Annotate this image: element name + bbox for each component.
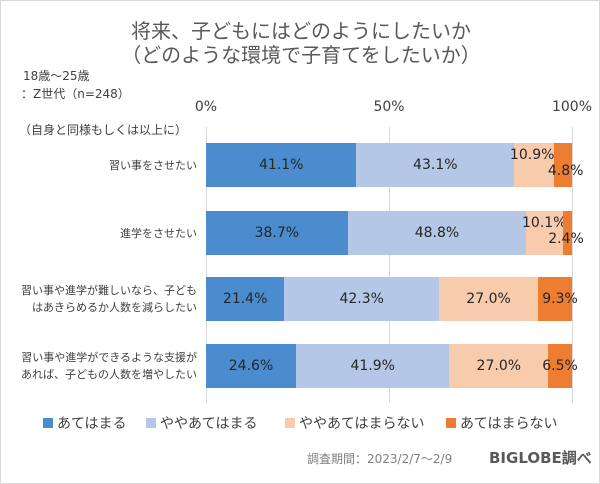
legend-label: あてはまる	[57, 416, 127, 432]
category-label-line: 進学をさせたい	[120, 226, 197, 240]
category-label-line: はあきらめるか人数を減らしたい	[32, 301, 197, 314]
data-label: 6.5%	[542, 358, 578, 374]
legend-item: ややあてはまる	[146, 413, 257, 433]
bar-segment	[439, 277, 538, 321]
x-tick-label: 50%	[373, 99, 405, 115]
data-label: 41.9%	[350, 358, 395, 374]
bar-segment	[206, 344, 297, 388]
category-header: （自身と同様もしくは以上に）	[19, 123, 188, 137]
legend-item: あてはまらない	[446, 413, 557, 433]
bar-segment	[537, 277, 572, 321]
legend-swatch	[285, 418, 295, 428]
category-label: 習い事や進学が難しいなら、子どもはあきらめるか人数を減らしたい	[1, 282, 197, 316]
data-label: 43.1%	[413, 157, 458, 173]
bar-segment	[449, 344, 549, 388]
bar-segment	[554, 143, 572, 187]
data-label: 41.1%	[258, 157, 304, 173]
data-label: 38.7%	[254, 225, 300, 241]
source-label: BIGLOBE調べ	[489, 449, 592, 467]
data-label: 27.0%	[466, 291, 511, 307]
category-label-line: あれば、子どもの人数を増やしたい	[21, 368, 197, 381]
x-tick-label: 0%	[194, 99, 218, 115]
data-label: 9.3%	[542, 291, 578, 307]
gridline	[389, 127, 390, 403]
sample-note-age: 18歳～25歳	[23, 69, 90, 83]
legend-label: ややあてはまらない	[299, 416, 425, 432]
legend-label: ややあてはまる	[160, 416, 258, 432]
data-label: 10.9%	[509, 147, 555, 163]
data-label: 4.8%	[547, 163, 584, 179]
bar-segment	[563, 211, 572, 255]
category-label: 進学をさせたい	[1, 225, 197, 242]
data-label: 10.1%	[522, 215, 567, 231]
category-label-line: 習い事や進学ができるような支援が	[21, 351, 197, 364]
bar-segment	[347, 211, 527, 255]
bar-segment	[514, 143, 555, 187]
category-label: 習い事や進学ができるような支援が あれば、子どもの人数を増やしたい	[1, 349, 197, 383]
data-label: 2.4%	[548, 231, 584, 247]
bar-segment	[206, 211, 348, 255]
legend-label: あてはまらない	[460, 416, 558, 432]
chart-subtitle: （どのような環境で子育てをしたいか）	[121, 43, 481, 67]
chart-title: 将来、子どもにはどのようにしたいか	[131, 19, 471, 43]
bar-segment	[206, 143, 357, 187]
legend-item: あてはまる	[43, 413, 126, 433]
legend-item: ややあてはまらない	[285, 413, 424, 433]
gridline	[206, 127, 207, 403]
footnote: 調査期間：2023/2/7～2/9	[307, 452, 453, 466]
category-label: 習い事をさせたい	[1, 157, 197, 174]
data-label: 24.6%	[228, 358, 274, 374]
bar-segment	[548, 344, 572, 388]
sample-note-n: ：Z世代（n=248）	[21, 87, 130, 101]
legend-swatch	[146, 418, 156, 428]
bar-segment	[356, 143, 515, 187]
data-label: 21.4%	[222, 291, 268, 307]
x-tick-label: 100%	[551, 99, 593, 115]
data-label: 27.0%	[476, 358, 522, 374]
bar-segment	[526, 211, 564, 255]
category-label-line: 習い事をさせたい	[109, 158, 197, 172]
legend-swatch	[446, 418, 456, 428]
legend-swatch	[43, 418, 53, 428]
bar-segment	[206, 277, 285, 321]
bar-segment	[296, 344, 450, 388]
data-label: 48.8%	[414, 225, 460, 241]
data-label: 42.3%	[339, 291, 384, 307]
gridline	[572, 127, 573, 403]
bar-segment	[284, 277, 440, 321]
category-label-line: 習い事や進学が難しいなら、子ども	[21, 284, 197, 297]
